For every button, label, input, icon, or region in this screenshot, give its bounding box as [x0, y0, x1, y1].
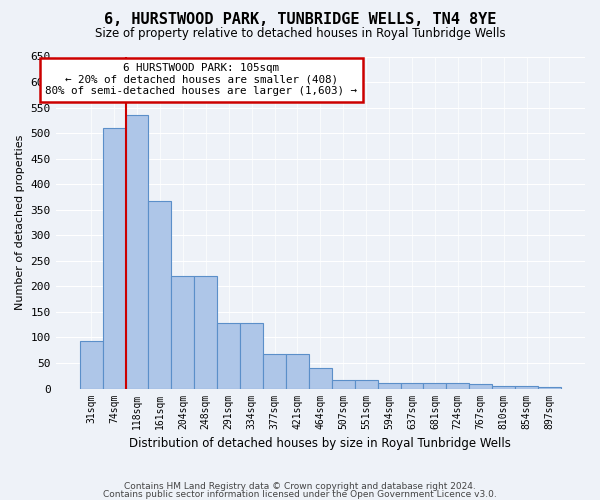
Bar	[401, 383, 424, 388]
Text: Size of property relative to detached houses in Royal Tunbridge Wells: Size of property relative to detached ho…	[95, 28, 505, 40]
Text: 6, HURSTWOOD PARK, TUNBRIDGE WELLS, TN4 8YE: 6, HURSTWOOD PARK, TUNBRIDGE WELLS, TN4 …	[104, 12, 496, 28]
Text: Contains public sector information licensed under the Open Government Licence v3: Contains public sector information licen…	[103, 490, 497, 499]
Bar	[263, 354, 286, 388]
Bar	[424, 384, 446, 388]
Bar	[492, 386, 515, 388]
Bar	[103, 128, 125, 388]
Bar	[309, 368, 332, 388]
Bar	[148, 201, 172, 388]
Y-axis label: Number of detached properties: Number of detached properties	[15, 135, 25, 310]
Bar	[469, 384, 492, 388]
Bar	[172, 276, 194, 388]
Bar	[125, 115, 148, 388]
Bar	[286, 354, 309, 388]
Bar	[377, 383, 401, 388]
Bar	[240, 323, 263, 388]
Bar	[80, 341, 103, 388]
Bar	[355, 380, 377, 388]
Bar	[446, 384, 469, 388]
Text: Contains HM Land Registry data © Crown copyright and database right 2024.: Contains HM Land Registry data © Crown c…	[124, 482, 476, 491]
Bar	[332, 380, 355, 388]
Bar	[217, 323, 240, 388]
Text: 6 HURSTWOOD PARK: 105sqm
← 20% of detached houses are smaller (408)
80% of semi-: 6 HURSTWOOD PARK: 105sqm ← 20% of detach…	[45, 63, 357, 96]
Bar	[194, 276, 217, 388]
Bar	[515, 386, 538, 388]
Bar	[538, 386, 561, 388]
X-axis label: Distribution of detached houses by size in Royal Tunbridge Wells: Distribution of detached houses by size …	[130, 437, 511, 450]
